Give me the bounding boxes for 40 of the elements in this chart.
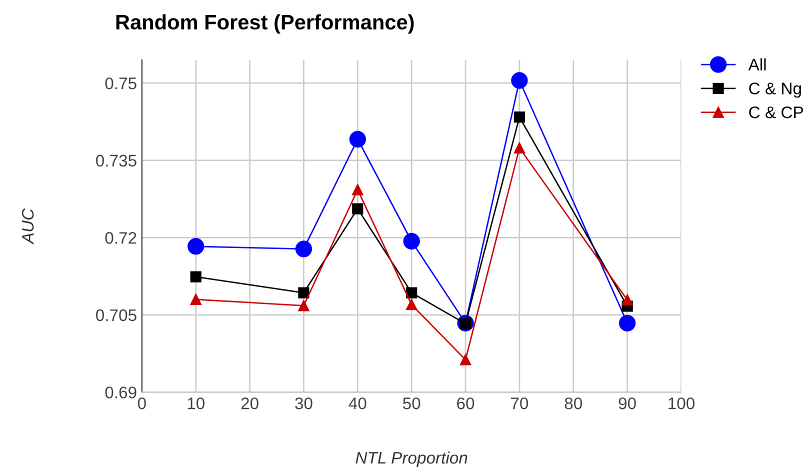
- point: [511, 72, 528, 89]
- point: [352, 184, 364, 196]
- y-tick-label: 0.69: [105, 386, 136, 398]
- x-tick-label: 0: [138, 397, 146, 410]
- point: [298, 300, 310, 312]
- y-tick-label: 0.72: [105, 232, 136, 244]
- legend-label: C & CP: [749, 106, 803, 118]
- point: [352, 203, 364, 214]
- y-tick-label: 0.705: [96, 309, 136, 322]
- y-tick-label: 0.75: [105, 77, 136, 90]
- x-tick-label: 70: [511, 397, 528, 410]
- x-tick-label: 60: [457, 397, 474, 410]
- point: [403, 232, 420, 250]
- point: [349, 130, 366, 148]
- point: [188, 238, 204, 255]
- x-tick-label: 50: [402, 397, 420, 410]
- point: [460, 354, 472, 366]
- point: [618, 314, 636, 332]
- point: [295, 240, 312, 258]
- x-tick-label: 40: [348, 397, 366, 410]
- chart-title: Random Forest (Performance): [116, 14, 414, 34]
- x-axis-title: NTL Proportion: [356, 451, 468, 468]
- point: [298, 287, 310, 298]
- point: [622, 294, 633, 306]
- point: [514, 112, 525, 123]
- x-tick-label: 90: [618, 397, 636, 410]
- y-axis-title: AUC: [22, 208, 34, 244]
- point: [406, 287, 418, 298]
- x-tick-label: 10: [188, 397, 204, 410]
- point: [406, 299, 418, 310]
- x-tick-label: 100: [668, 397, 694, 410]
- x-tick-label: 20: [241, 397, 258, 410]
- y-tick-label: 0.735: [96, 154, 136, 167]
- legend-label: C & Ng: [749, 82, 801, 98]
- point: [514, 142, 525, 154]
- x-tick-label: 80: [564, 397, 582, 410]
- legend-label: All: [748, 58, 766, 70]
- point: [190, 294, 202, 306]
- point: [190, 271, 202, 282]
- x-tick-label: 30: [295, 397, 312, 410]
